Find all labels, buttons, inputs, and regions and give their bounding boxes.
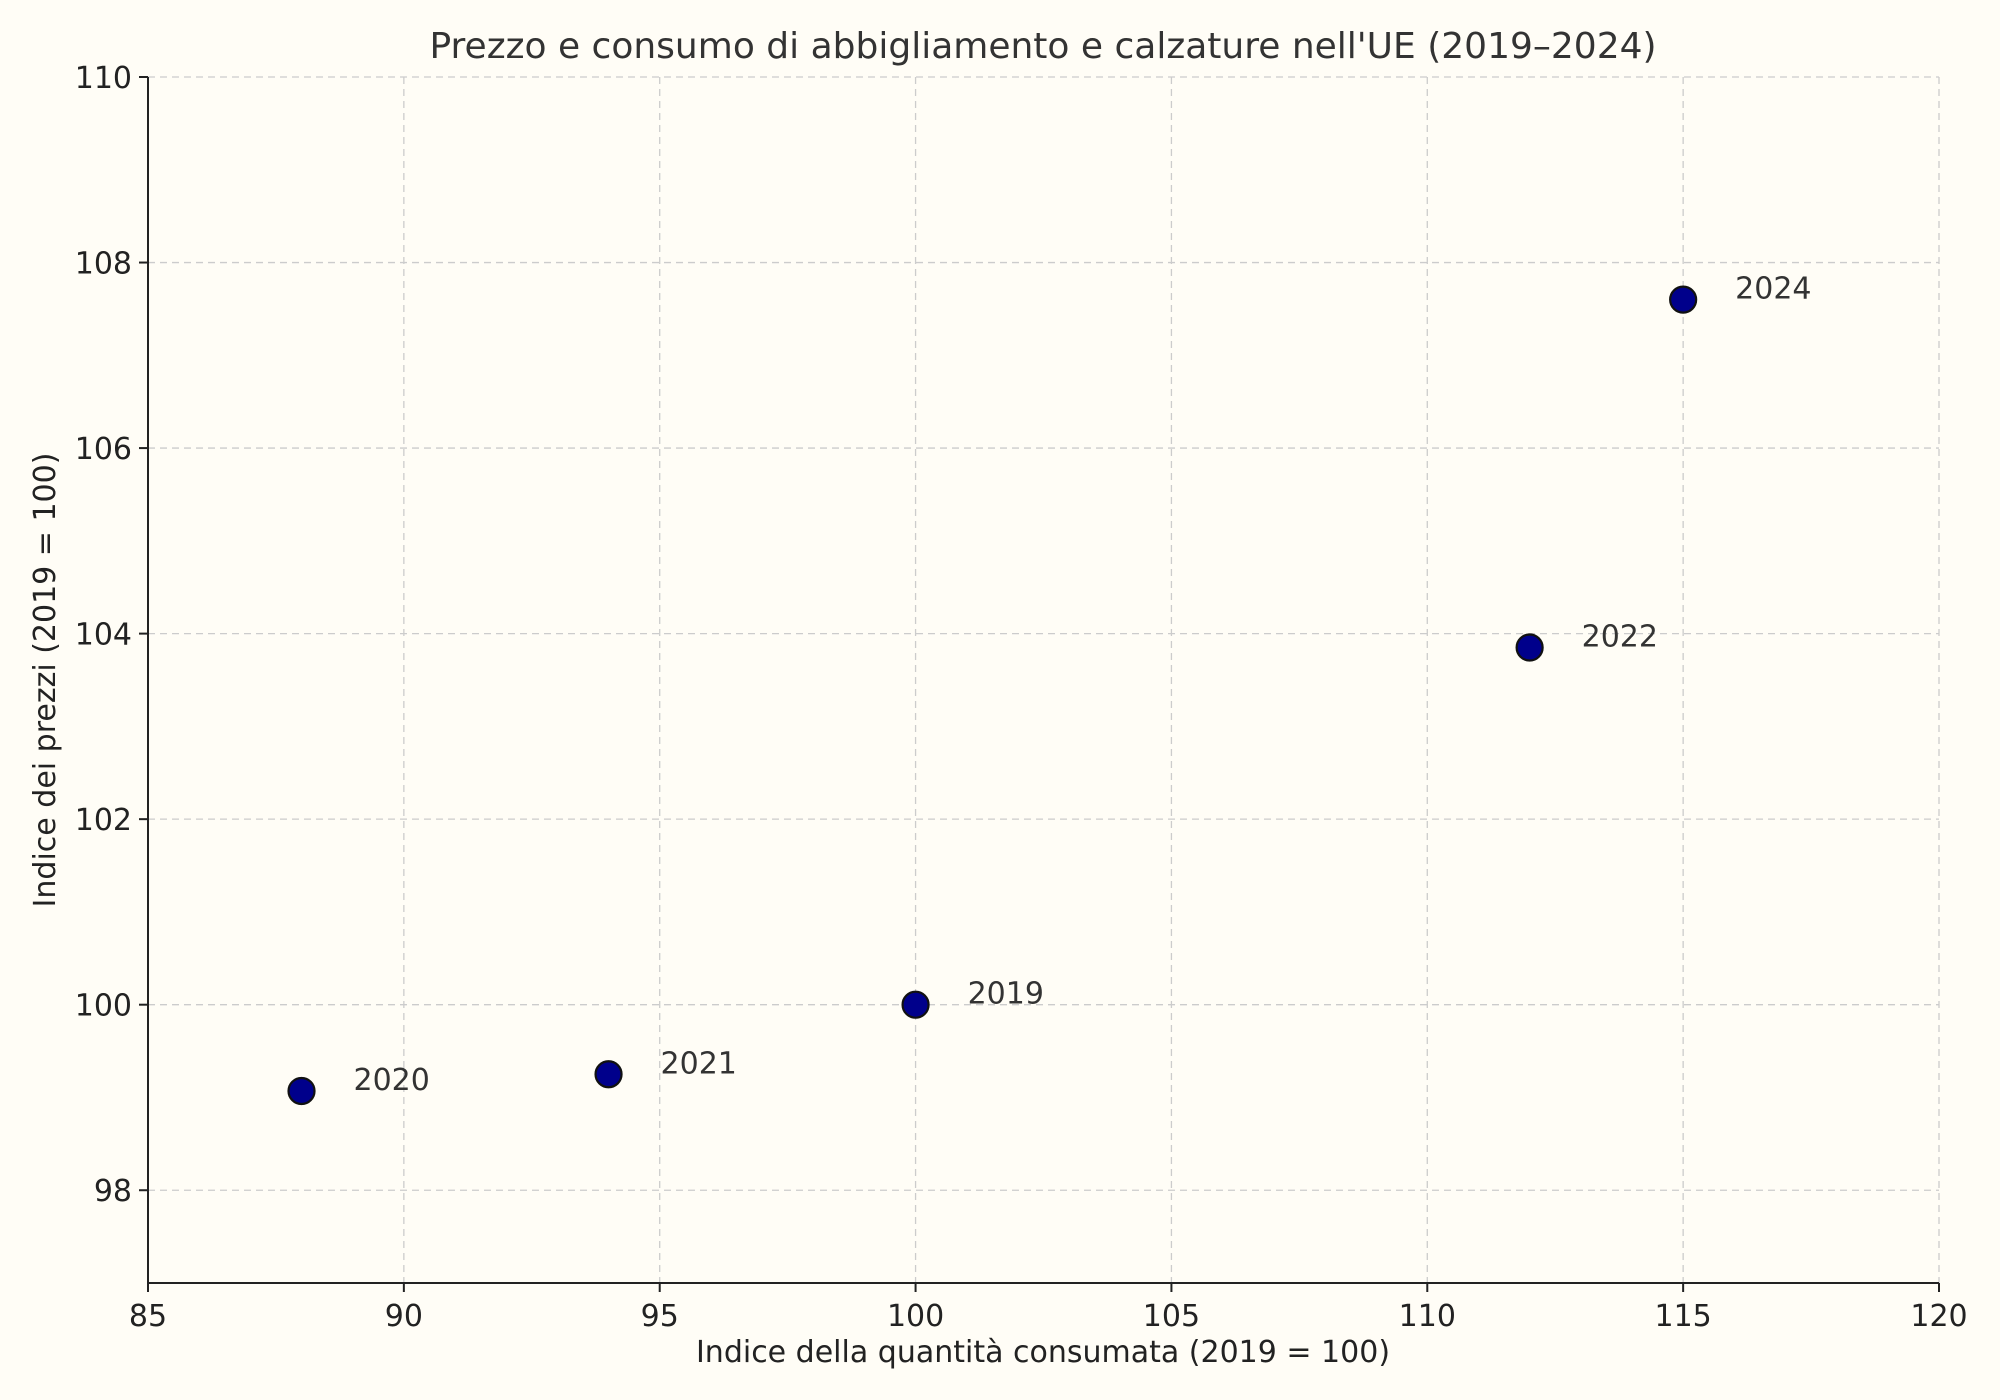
point-label-2020: 2020	[354, 1063, 430, 1098]
y-tick-label: 104	[75, 618, 132, 653]
point-labels: 2019 2020 2021 2022 2024	[354, 272, 1812, 1098]
x-axis-label: Indice della quantità consumata (2019 = …	[696, 1335, 1390, 1370]
data-point-2019	[901, 990, 930, 1019]
data-points	[287, 285, 1698, 1106]
y-tick-label: 100	[75, 989, 132, 1024]
point-label-2021: 2021	[661, 1046, 737, 1081]
x-tick-label: 120	[1910, 1299, 1967, 1334]
y-axis-label: Indice dei prezzi (2019 = 100)	[28, 453, 63, 908]
x-tick-label: 85	[129, 1299, 167, 1334]
y-tick-label: 106	[75, 432, 132, 467]
y-tick-label: 98	[94, 1174, 132, 1209]
x-tick-label: 110	[1399, 1299, 1456, 1334]
point-label-2019: 2019	[968, 977, 1044, 1012]
x-tick-label: 90	[385, 1299, 423, 1334]
x-tick-label: 105	[1143, 1299, 1200, 1334]
x-tick-label: 115	[1655, 1299, 1712, 1334]
point-label-2022: 2022	[1582, 620, 1658, 655]
y-tick-label: 102	[75, 803, 132, 838]
y-ticks: 98 100 102 104 106 108 110	[75, 61, 148, 1209]
data-point-2020	[287, 1076, 316, 1106]
x-ticks: 85 90 95 100 105 110 115 120	[129, 1283, 1968, 1334]
point-label-2024: 2024	[1735, 272, 1811, 307]
data-point-2021	[594, 1060, 623, 1089]
x-tick-label: 100	[887, 1299, 944, 1334]
chart-title: Prezzo e consumo di abbigliamento e calz…	[429, 26, 1656, 67]
axes	[147, 77, 1939, 1284]
grid	[148, 76, 1940, 1283]
data-point-2022	[1515, 633, 1544, 662]
y-tick-label: 108	[75, 247, 132, 282]
y-tick-label: 110	[75, 61, 132, 96]
data-point-2024	[1669, 285, 1698, 314]
x-tick-label: 95	[641, 1299, 679, 1334]
